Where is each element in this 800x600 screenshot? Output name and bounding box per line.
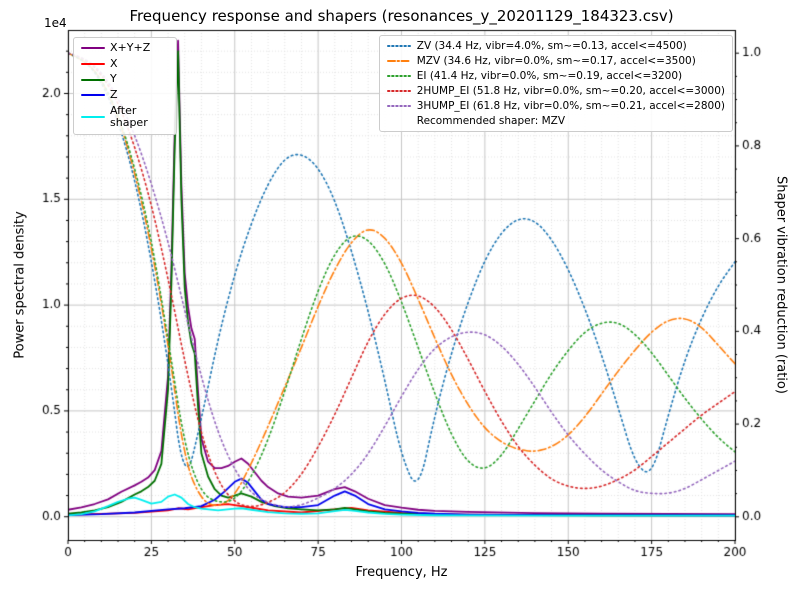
x-axis-label: Frequency, Hz: [355, 565, 448, 580]
legend-item-label: EI (41.4 Hz, vibr=0.0%, sm~=0.19, accel<…: [416, 70, 683, 83]
line-sample-icon: [81, 94, 105, 97]
legend-item: Z: [81, 87, 169, 102]
y-axis-label-right: Shaper vibration reduction (ratio): [773, 176, 789, 394]
legend-item-label: 3HUMP_EI (61.8 Hz, vibr=0.0%, sm~=0.21, …: [416, 100, 725, 113]
legend-item-label: Y: [110, 72, 117, 86]
legend-item: MZV (34.6 Hz, vibr=0.0%, sm~=0.17, accel…: [386, 55, 725, 68]
legend-item: Y: [81, 73, 169, 86]
legend-item-label: 2HUMP_EI (51.8 Hz, vibr=0.0%, sm~=0.20, …: [416, 85, 725, 98]
legend-item: X+Y+Z: [81, 41, 169, 55]
legend-item-label: Z: [110, 87, 118, 101]
legend-item-label: After shaper: [110, 103, 148, 130]
line-sample-icon: [386, 45, 411, 48]
legend-item: After shaper: [81, 103, 169, 130]
legend-item: EI (41.4 Hz, vibr=0.0%, sm~=0.19, accel<…: [386, 70, 725, 83]
legend-psd: X+Y+Z X Y Z After shaper: [73, 37, 177, 135]
line-sample-icon: [81, 62, 105, 65]
legend-item: 2HUMP_EI (51.8 Hz, vibr=0.0%, sm~=0.20, …: [386, 85, 725, 98]
line-sample-icon: [386, 105, 411, 108]
legend-item: Recommended shaper: MZV: [387, 115, 725, 127]
legend-item: X: [81, 56, 169, 71]
legend-item-label: MZV (34.6 Hz, vibr=0.0%, sm~=0.17, accel…: [416, 55, 696, 68]
legend-item-label: X+Y+Z: [110, 41, 151, 54]
blank-sample-icon: [387, 116, 411, 126]
legend-shapers: ZV (34.4 Hz, vibr=4.0%, sm~=0.13, accel<…: [378, 35, 733, 133]
legend-item-label: Recommended shaper: MZV: [416, 115, 566, 128]
legend-item-label: ZV (34.4 Hz, vibr=4.0%, sm~=0.13, accel<…: [416, 40, 687, 52]
chart-title: Frequency response and shapers (resonanc…: [129, 7, 674, 25]
legend-item: ZV (34.4 Hz, vibr=4.0%, sm~=0.13, accel<…: [386, 40, 725, 52]
y-axis-label-left: Power spectral density: [12, 211, 28, 359]
y-axis-offset-label: 1e4: [44, 16, 67, 30]
line-sample-icon: [386, 75, 411, 78]
line-sample-icon: [81, 116, 105, 119]
line-sample-icon: [81, 78, 105, 81]
line-sample-icon: [81, 47, 105, 50]
legend-item-label: X: [110, 56, 118, 70]
line-sample-icon: [386, 60, 411, 63]
legend-item: 3HUMP_EI (61.8 Hz, vibr=0.0%, sm~=0.21, …: [386, 100, 725, 113]
line-sample-icon: [386, 90, 411, 93]
